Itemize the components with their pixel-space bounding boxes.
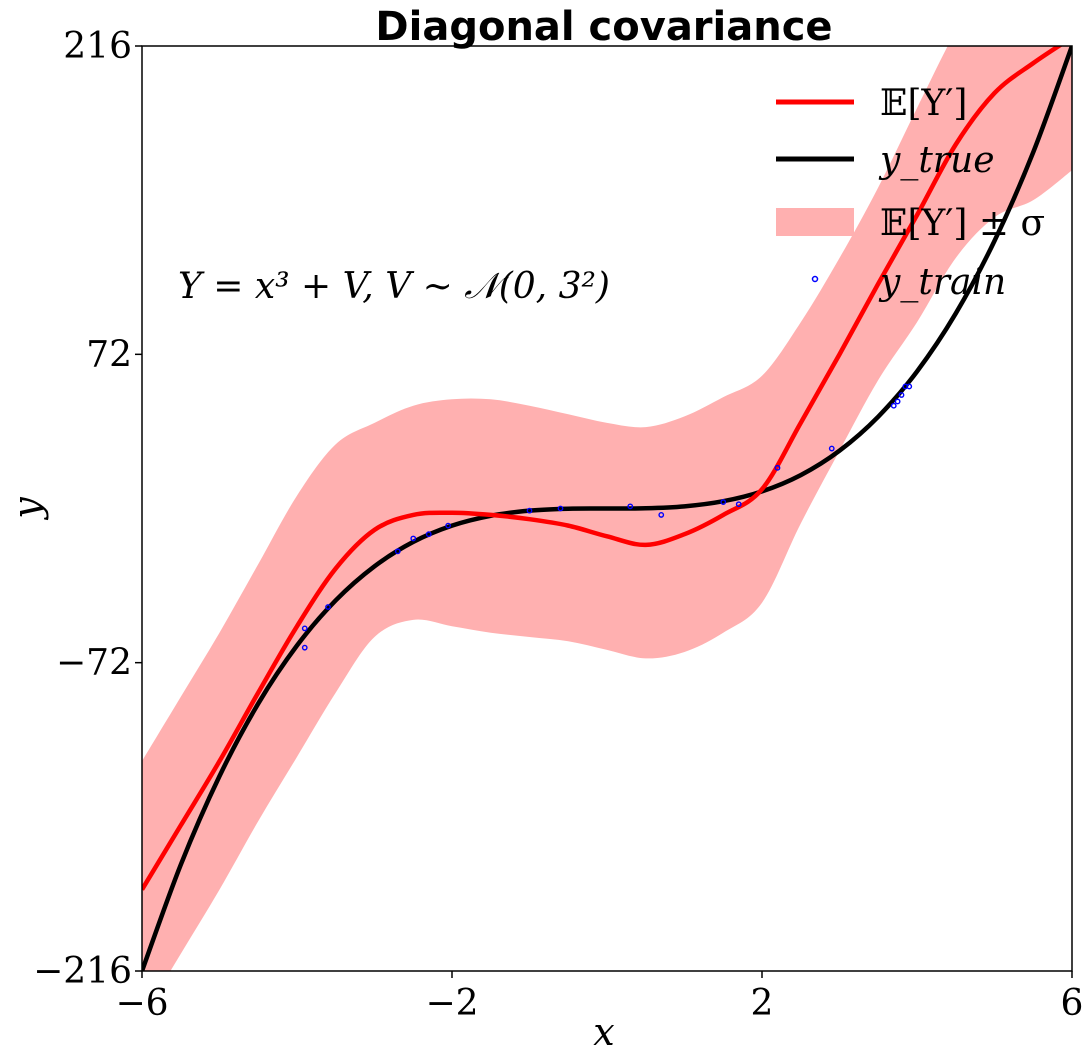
train-point xyxy=(425,531,432,538)
scatter-points xyxy=(301,383,913,651)
equation-annotation: Y = x³ + V, V ∼ 𝒩(0, 3²) xyxy=(178,266,610,307)
train-point xyxy=(627,503,634,510)
x-tick-label: 2 xyxy=(751,983,774,1024)
train-point xyxy=(898,392,905,398)
legend: 𝔼[Y′] y_true 𝔼[Y′] ± σ y_train xyxy=(776,83,1045,303)
x-axis-label: x xyxy=(593,1010,614,1054)
train-point xyxy=(735,501,742,508)
train-point xyxy=(301,644,308,651)
train-point xyxy=(526,507,533,514)
series-line-y-true xyxy=(142,46,1072,971)
x-tick-label: 6 xyxy=(1061,983,1084,1024)
train-point xyxy=(720,499,727,505)
y-tick-label: −216 xyxy=(33,951,132,992)
legend-train-label: y_train xyxy=(878,262,1006,303)
x-axis-ticks: −6 −2 2 6 xyxy=(115,971,1083,1024)
x-tick-label: −6 xyxy=(115,983,168,1024)
legend-band-label: 𝔼[Y′] ± σ xyxy=(880,203,1045,244)
train-point xyxy=(557,505,564,512)
y-axis-label: y xyxy=(5,497,49,521)
plot-frame xyxy=(141,45,1073,972)
x-tick-label: −2 xyxy=(425,983,478,1024)
y-tick-label: 216 xyxy=(63,26,132,67)
train-point xyxy=(894,398,901,405)
legend-mean-label: 𝔼[Y′] xyxy=(880,83,967,124)
train-point xyxy=(325,604,331,610)
train-point xyxy=(301,625,308,632)
legend-train-marker xyxy=(811,275,819,283)
train-point xyxy=(906,383,913,390)
y-tick-label: 72 xyxy=(86,334,132,375)
y-tick-label: −72 xyxy=(56,643,132,684)
chart-title: Diagonal covariance xyxy=(375,4,832,50)
legend-true-label: y_true xyxy=(878,140,995,181)
train-point xyxy=(828,445,835,452)
train-point xyxy=(774,464,781,471)
series-line-mean xyxy=(142,46,1063,891)
y-axis-ticks: −216 −72 72 216 xyxy=(33,26,142,992)
legend-band-swatch xyxy=(776,208,854,236)
train-point xyxy=(658,512,665,518)
train-point xyxy=(890,402,897,409)
train-point xyxy=(445,522,452,529)
train-point xyxy=(394,548,401,555)
train-point xyxy=(410,535,417,542)
